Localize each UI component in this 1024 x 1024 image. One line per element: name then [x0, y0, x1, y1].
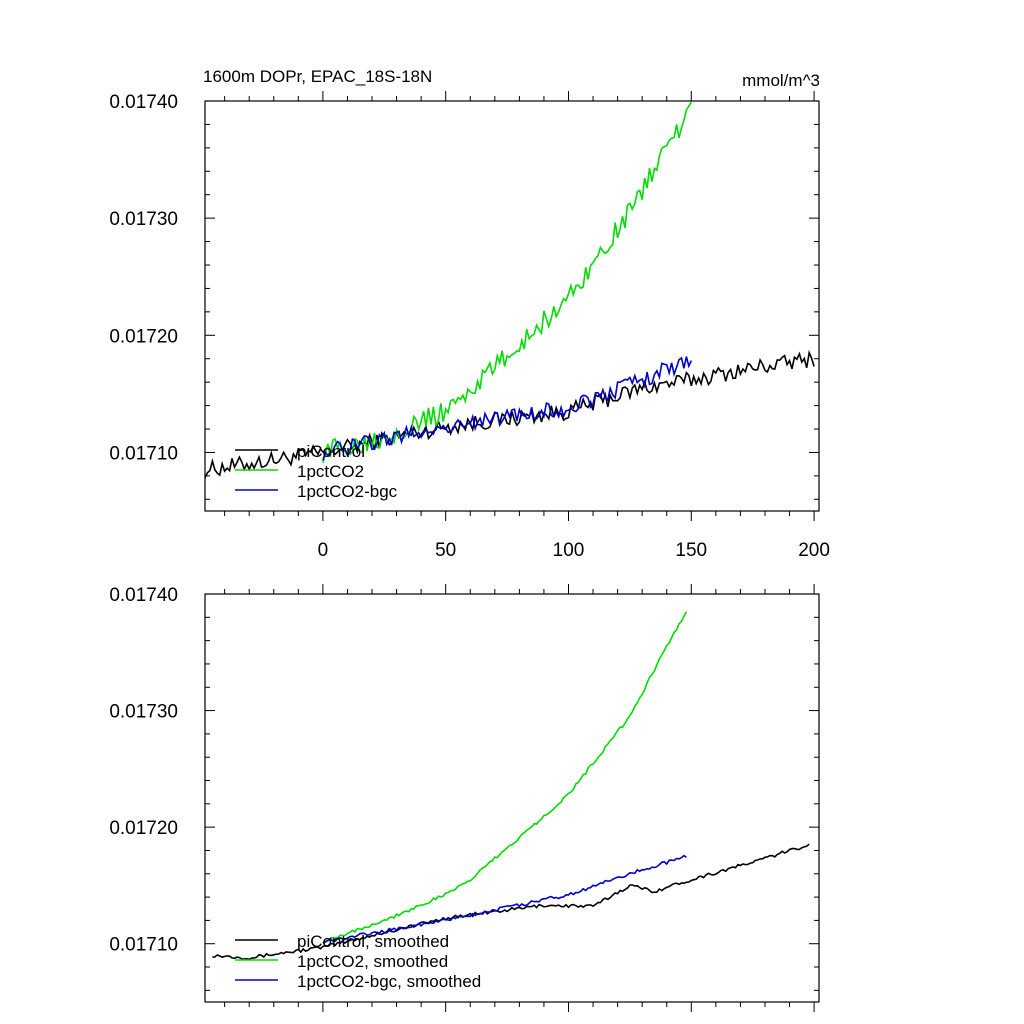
y-tick-label: 0.01740	[109, 585, 178, 606]
x-tick-label: 150	[675, 540, 707, 561]
legend-label: 1pctCO2-bgc, smoothed	[297, 972, 481, 991]
x-tick-label: 200	[798, 540, 830, 561]
plot-frame	[204, 100, 820, 512]
x-tick-label: 100	[553, 540, 585, 561]
y-tick-label: 0.01730	[109, 209, 178, 230]
y-tick-label: 0.01720	[109, 326, 178, 347]
y-tick-label: 0.01730	[109, 702, 178, 723]
series-line-0	[204, 349, 815, 479]
top-panel: 0 50 100 150 200 0.01710 0.01720 0.01730 0.01740…	[109, 91, 830, 561]
chart-title: 1600m DOPr, EPAC_18S-18N	[203, 67, 432, 86]
bottom-panel: 0.01710 0.01720 0.01730 0.01740 piControl, s…	[109, 584, 820, 1012]
chart-units: mmol/m^3	[742, 71, 820, 90]
legend-label: piControl	[297, 442, 365, 461]
plot-frame	[204, 593, 820, 1003]
x-tick-label: 0	[318, 540, 329, 561]
y-tick-label: 0.01710	[109, 443, 178, 464]
legend-label: 1pctCO2-bgc	[297, 482, 398, 501]
x-tick-label: 50	[435, 540, 456, 561]
y-tick-label: 0.01710	[109, 935, 178, 956]
series-line-1	[322, 611, 688, 944]
series-line-0	[212, 843, 810, 961]
legend-label: 1pctCO2	[297, 462, 364, 481]
y-tick-label: 0.01720	[109, 818, 178, 839]
series-line-2	[322, 854, 687, 944]
series-line-2	[322, 356, 693, 461]
legend-label: 1pctCO2, smoothed	[297, 952, 448, 971]
legend-label: piControl, smoothed	[297, 932, 449, 951]
y-tick-label: 0.01740	[109, 92, 178, 113]
